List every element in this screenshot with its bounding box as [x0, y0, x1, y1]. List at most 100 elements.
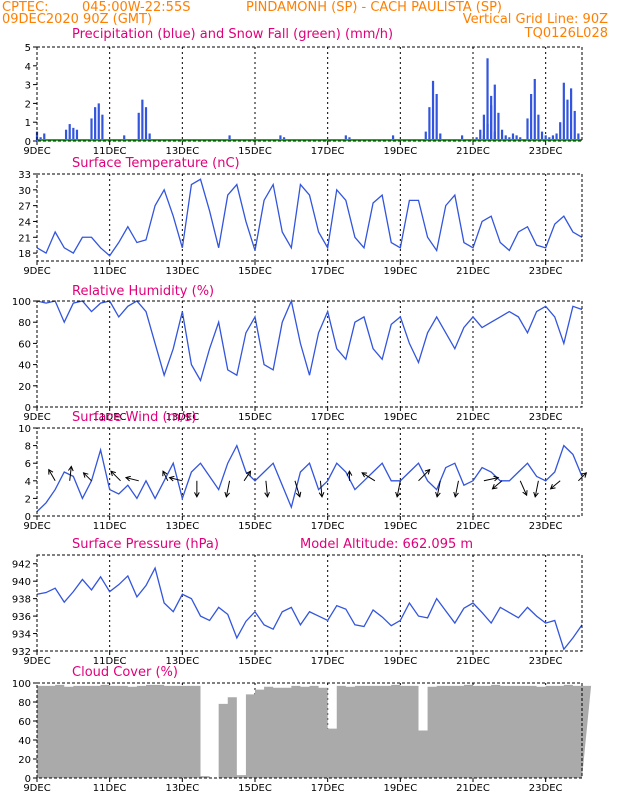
- y-tick-label: 100: [12, 297, 31, 308]
- precip-bar: [64, 129, 68, 141]
- panel-frame: [36, 173, 583, 262]
- x-tick-label: 23DEC: [529, 412, 563, 423]
- x-tick-label: 17DEC: [311, 266, 345, 277]
- wind-arrow: [418, 469, 431, 482]
- y-tick-label: 3: [25, 81, 31, 92]
- wind-arrow: [69, 466, 72, 481]
- wind-arrow: [110, 470, 121, 482]
- y-tick-label: 60: [18, 717, 31, 728]
- precip-bar: [482, 135, 485, 141]
- x-tick-label: 13DEC: [165, 266, 199, 277]
- x-tick-label: 17DEC: [311, 412, 345, 423]
- x-tick-label: 23DEC: [529, 656, 563, 667]
- header-source: CPTEC:: [2, 0, 49, 15]
- y-tick-label: 0: [25, 403, 31, 414]
- wind-arrow: [578, 472, 587, 482]
- x-tick-label: 9DEC: [23, 146, 50, 157]
- x-tick-label: 17DEC: [311, 656, 345, 667]
- precip-bar: [530, 94, 533, 141]
- precip-bar: [137, 112, 140, 141]
- y-tick-label: 18: [18, 249, 31, 260]
- panel-title: Precipitation (blue) and Snow Fall (gree…: [72, 27, 393, 42]
- precip-bar: [439, 133, 442, 141]
- panel-frame: [36, 46, 583, 142]
- wind-arrow: [243, 470, 251, 482]
- wind-arrow-head: [224, 491, 230, 498]
- model-altitude-label: Model Altitude: 662.095 m: [300, 537, 473, 552]
- precip-bar: [344, 135, 347, 141]
- x-tick-label: 17DEC: [311, 146, 345, 157]
- precip-bar: [123, 135, 126, 141]
- wind-arrow: [454, 480, 459, 497]
- x-tick-label: 19DEC: [383, 146, 417, 157]
- x-tick-label: 17DEC: [311, 783, 345, 794]
- y-tick-label: 1: [25, 118, 31, 129]
- y-tick-label: 8: [25, 442, 31, 453]
- wind-arrow: [361, 472, 376, 482]
- y-tick-label: 2: [25, 99, 31, 110]
- precip-bar: [72, 127, 75, 141]
- x-tick-label: 19DEC: [383, 783, 417, 794]
- wind-arrow: [225, 480, 231, 497]
- precip-bar: [431, 80, 435, 141]
- humidity-panel: Relative Humidity (%) 0 20 40 60 80 100 9DEC 11D…: [12, 284, 583, 423]
- x-tick-label: 21DEC: [456, 521, 490, 532]
- precip-bar: [570, 88, 573, 141]
- header-coordinates: 045:00W-22:55S: [82, 0, 190, 15]
- header: CPTEC: 045:00W-22:55S PINDAMONH (SP) - C…: [2, 0, 608, 41]
- y-tick-label: 2: [25, 494, 31, 505]
- precip-bar: [577, 133, 580, 141]
- precip-bar: [540, 131, 544, 141]
- y-tick-label: 4: [25, 477, 31, 488]
- wind-arrow: [162, 470, 169, 482]
- y-tick-label: 6: [25, 459, 31, 470]
- precip-bar: [424, 131, 427, 141]
- precip-bar: [497, 112, 500, 141]
- y-tick-label: 938: [12, 595, 31, 606]
- series-line: [36, 178, 583, 257]
- precip-bar: [75, 129, 79, 141]
- x-tick-label: 21DEC: [456, 783, 490, 794]
- panel-title: Surface Wind (m/s): [72, 410, 196, 425]
- precip-bar: [500, 129, 504, 141]
- y-tick-label: 10: [18, 424, 31, 435]
- precip-bar: [555, 133, 558, 141]
- precip-bar: [97, 103, 100, 141]
- x-tick-label: 23DEC: [529, 146, 563, 157]
- x-tick-label: 9DEC: [23, 783, 50, 794]
- y-tick-label: 30: [18, 186, 31, 197]
- precip-bar: [101, 114, 104, 141]
- panel-frame: [36, 300, 583, 408]
- cloud-cover-area: [37, 684, 592, 778]
- x-tick-label: 23DEC: [529, 783, 563, 794]
- precip-bar: [435, 94, 438, 141]
- precip-bar: [551, 135, 555, 141]
- panel-title: Cloud Cover (%): [72, 665, 178, 680]
- wind-arrow-head: [424, 468, 431, 475]
- precip-bar: [511, 133, 515, 141]
- y-tick-label: 60: [18, 339, 31, 350]
- x-tick-label: 13DEC: [165, 412, 199, 423]
- x-tick-label: 21DEC: [456, 146, 490, 157]
- wind-arrow: [492, 480, 503, 490]
- x-tick-label: 21DEC: [456, 266, 490, 277]
- wind-arrow: [48, 469, 56, 482]
- precip-bar: [90, 118, 93, 141]
- precip-bar: [544, 135, 547, 141]
- wind-arrow-head: [68, 465, 74, 472]
- panel-frame: [36, 554, 583, 652]
- wind-arrow-head: [346, 470, 353, 476]
- precip-bar: [43, 133, 46, 141]
- precip-bar: [537, 114, 540, 141]
- y-tick-label: 33: [18, 170, 31, 181]
- header-location: PINDAMONH (SP) - CACH PAULISTA (SP): [246, 0, 502, 15]
- x-tick-label: 21DEC: [456, 412, 490, 423]
- wind-arrow: [125, 477, 139, 482]
- precip-bar: [479, 129, 482, 141]
- series-line: [36, 443, 583, 513]
- panel-title: Surface Temperature (nC): [72, 156, 240, 171]
- x-tick-label: 13DEC: [165, 656, 199, 667]
- wind-arrow-head: [245, 470, 252, 477]
- precip-bar: [148, 133, 151, 141]
